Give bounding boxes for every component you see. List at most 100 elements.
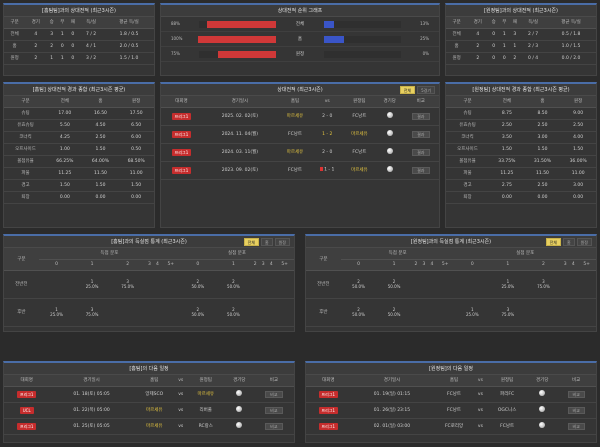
header-row: 구분 경기 승 무 패 득/실 평균 득/실 (4, 17, 154, 29)
distribution-cell: 2 50.0% (180, 270, 216, 299)
column-header: 3 (259, 259, 268, 271)
away-team[interactable]: FC낭트 (342, 143, 377, 162)
home-team[interactable]: FC로리앙 (433, 418, 475, 435)
match-date: 2025. 02. 02(토) (201, 107, 278, 126)
league-badge[interactable]: 프리그1 (16, 422, 37, 430)
soccer-ball-icon[interactable] (386, 166, 393, 172)
soccer-ball-icon[interactable] (386, 130, 393, 136)
match-row: 프리그1 2023. 09. 02(토) FC낭트 1 - 1 마르세유 결과 (161, 161, 439, 180)
panel-title: [홈팀]과의 득실점 통계 (최근3시즌) (111, 239, 187, 245)
compare-button[interactable]: 비교 (567, 390, 585, 398)
home-team[interactable]: FC낭트 (433, 402, 475, 419)
table-cell: 0 / 4 (520, 52, 547, 65)
soccer-ball-icon[interactable] (539, 390, 546, 396)
table-cell: 0.00 (118, 191, 154, 204)
table-row: 후반 1 25.0% 3 75.0% 2 50.0% 2 50.0% (4, 298, 294, 327)
league-badge[interactable]: 프리그1 (16, 390, 37, 398)
soccer-ball-icon[interactable] (539, 422, 546, 428)
tab-away[interactable]: 원정 (576, 238, 592, 246)
home-team[interactable]: 앙제SCO (133, 386, 175, 403)
away-team[interactable]: 마르세유 (342, 161, 377, 180)
league-badge[interactable]: 프리그1 (318, 422, 339, 430)
home-team[interactable]: FC낭트 (277, 125, 313, 144)
match-date: 01. 18(토) 05:05 (49, 386, 134, 403)
league-badge[interactable]: 프리그1 (171, 112, 192, 120)
distribution-value: 3 75.0% (501, 307, 515, 317)
table-row: 후반 2 50.0% 2 50.0% 1 25.0% 3 75.0% (306, 298, 596, 327)
compare-cell: 결과 (402, 125, 439, 144)
tab-away[interactable]: 원정 (274, 238, 290, 246)
league-badge[interactable]: 프리그1 (171, 130, 192, 138)
home-team[interactable]: 마르세유 (133, 418, 175, 435)
compare-button[interactable]: 결과 (412, 148, 430, 156)
compare-button[interactable]: 비교 (265, 422, 283, 430)
compare-button[interactable]: 비교 (567, 422, 585, 430)
tab-all[interactable]: 전체 (545, 238, 561, 246)
left-bar-fill (198, 36, 276, 43)
tab-all[interactable]: 전체 (243, 238, 259, 246)
home-team[interactable]: 마르세유 (277, 107, 313, 126)
league-badge[interactable]: 프리그1 (318, 390, 339, 398)
compare-button[interactable]: 결과 (412, 112, 430, 120)
table-cell: 7 / 2 (78, 28, 105, 41)
distribution-value: 2 50.0% (387, 279, 401, 289)
column-header: 0 (454, 259, 491, 271)
league-badge[interactable]: 프리그1 (171, 148, 192, 156)
distribution-value: 1 25.0% (50, 307, 63, 317)
league-badge[interactable]: 프리그1 (318, 406, 339, 414)
column-header: 평균 득/실 (546, 17, 596, 29)
row-label: 전반전 (306, 270, 341, 299)
distribution-cell (161, 298, 181, 327)
home-team[interactable]: 마르세유 (133, 402, 175, 419)
table-cell: 3.00 (524, 131, 561, 144)
soccer-ball-icon[interactable] (236, 390, 243, 396)
match-score: 2 - 0 (322, 113, 333, 119)
table-row: 전체 4 0 1 3 2 / 7 0.5 / 1.8 (446, 28, 596, 41)
column-header: 무 (498, 17, 510, 29)
distribution-cell (275, 270, 294, 299)
away-team[interactable]: OGC니스 (486, 402, 529, 419)
home-team[interactable]: FC낭트 (433, 386, 475, 403)
tab-home[interactable]: 홈 (260, 238, 273, 246)
home-team[interactable]: 마르세유 (277, 143, 313, 162)
soccer-ball-icon[interactable] (236, 406, 243, 412)
table-cell: 5.50 (47, 119, 83, 132)
soccer-ball-icon[interactable] (386, 148, 393, 154)
soccer-ball-icon[interactable] (386, 112, 393, 118)
compare-button[interactable]: 비교 (567, 406, 585, 414)
soccer-ball-icon[interactable] (539, 406, 546, 412)
compare-button[interactable]: 결과 (412, 130, 430, 138)
table-cell: 0 (67, 28, 79, 41)
table-cell: 4 / 1 (78, 40, 105, 53)
compare-button[interactable]: 비교 (265, 406, 283, 414)
table-cell: 1 (56, 28, 68, 41)
column-header: 승 (46, 17, 57, 29)
tab-all[interactable]: 전체 (399, 86, 416, 94)
away-team[interactable]: 마르세유 (186, 386, 225, 403)
tab-5-matches[interactable]: 5경기 (417, 86, 435, 94)
column-header: 5+ (577, 259, 596, 271)
column-header: 3 (561, 259, 570, 271)
goal-tabs: 전체 홈 원정 (243, 238, 290, 246)
away-team[interactable]: RC랑스 (186, 418, 225, 435)
away-team[interactable]: 파리FC (486, 386, 529, 403)
soccer-ball-icon[interactable] (236, 422, 243, 428)
compare-button[interactable]: 비교 (265, 390, 283, 398)
compare-button[interactable]: 결과 (412, 166, 430, 174)
away-team[interactable]: FC낭트 (486, 418, 529, 435)
tab-home[interactable]: 홈 (562, 238, 575, 246)
distribution-value: 2 50.0% (191, 307, 205, 317)
away-team[interactable]: FC낭트 (342, 107, 377, 126)
league-badge[interactable]: 프리그1 (171, 166, 192, 174)
match-icon-cell (224, 386, 254, 403)
league-badge[interactable]: UCL (19, 406, 34, 414)
away-team[interactable]: 리버풀 (186, 402, 225, 419)
column-header: vs (174, 375, 187, 387)
row-label: 전체 (4, 28, 26, 41)
away-team[interactable]: 마르세유 (342, 125, 377, 144)
league-cell: 프리그1 (161, 125, 202, 144)
home-team[interactable]: FC낭트 (277, 161, 313, 180)
distribution-cell (427, 270, 436, 299)
table-cell: 3.00 (560, 179, 596, 192)
distribution-cell (561, 298, 570, 327)
